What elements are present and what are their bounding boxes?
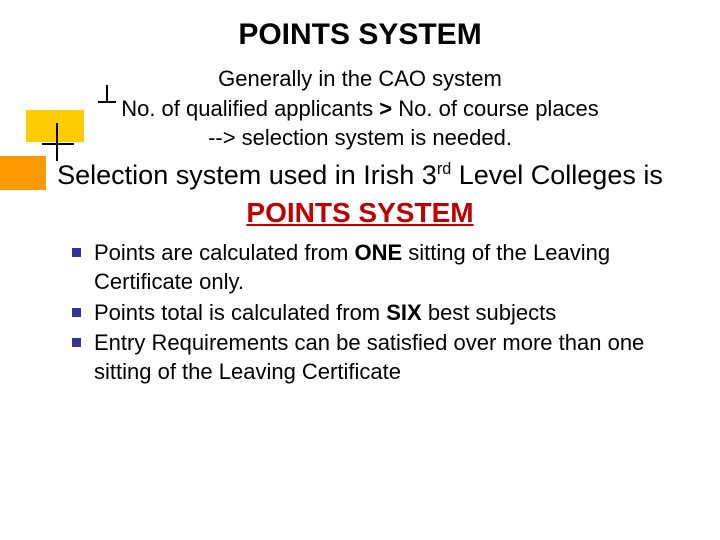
- decorative-tick: [42, 143, 74, 145]
- intro-line1: Generally in the CAO system: [218, 66, 502, 91]
- bullet-square-icon: [72, 308, 81, 317]
- sub-pre: Selection system used in Irish 3: [57, 160, 437, 190]
- points-system-red: POINTS SYSTEM: [0, 197, 720, 229]
- intro-line3: --> selection system is needed.: [208, 125, 512, 150]
- bullet-item: Entry Requirements can be satisfied over…: [72, 329, 666, 386]
- bullet-item: Points are calculated from ONE sitting o…: [72, 239, 666, 296]
- greater-than: >: [379, 96, 392, 121]
- bullet-text-bold: ONE: [354, 240, 402, 265]
- sub-post: Level Colleges is: [451, 160, 663, 190]
- decorative-tick: [56, 123, 58, 161]
- slide-title: POINTS SYSTEM: [0, 18, 720, 52]
- decorative-tick: [98, 101, 116, 103]
- slide: POINTS SYSTEM Generally in the CAO syste…: [0, 18, 720, 540]
- bullet-square-icon: [72, 248, 81, 257]
- intro-block: Generally in the CAO system No. of quali…: [0, 64, 720, 153]
- bullet-square-icon: [72, 338, 81, 347]
- bullet-text-post: best subjects: [422, 300, 557, 325]
- sub-sup: rd: [437, 160, 451, 178]
- bullet-text-bold: SIX: [386, 300, 421, 325]
- bullet-list: Points are calculated from ONE sitting o…: [72, 239, 666, 386]
- bullet-item: Points total is calculated from SIX best…: [72, 299, 666, 328]
- intro-line2a: No. of qualified applicants: [121, 96, 379, 121]
- decorative-square: [26, 110, 84, 142]
- sub-heading: Selection system used in Irish 3rd Level…: [0, 159, 720, 191]
- bullet-text-pre: Points are calculated from: [94, 240, 354, 265]
- bullet-text-pre: Entry Requirements can be satisfied over…: [94, 330, 644, 384]
- bullet-text-pre: Points total is calculated from: [94, 300, 386, 325]
- intro-line2b: No. of course places: [392, 96, 599, 121]
- decorative-square: [0, 156, 46, 190]
